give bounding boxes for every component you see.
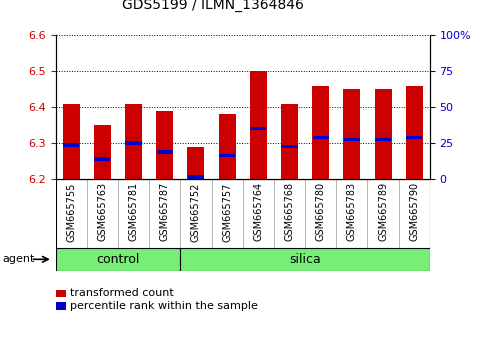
Text: GDS5199 / ILMN_1364846: GDS5199 / ILMN_1364846 <box>122 0 304 12</box>
Text: GSM665757: GSM665757 <box>222 182 232 241</box>
Bar <box>250 127 267 130</box>
Bar <box>126 141 142 145</box>
Bar <box>375 138 391 141</box>
Bar <box>94 125 111 179</box>
Text: GSM665780: GSM665780 <box>316 182 326 241</box>
Bar <box>282 145 298 148</box>
Text: GSM665787: GSM665787 <box>160 182 170 241</box>
Bar <box>343 89 360 179</box>
Bar <box>187 147 204 179</box>
Bar <box>218 114 236 179</box>
Text: silica: silica <box>289 253 321 266</box>
Bar <box>312 86 329 179</box>
Bar <box>406 136 423 139</box>
Bar <box>344 138 360 141</box>
Bar <box>56 248 180 271</box>
Text: transformed count: transformed count <box>70 289 174 298</box>
Bar <box>281 103 298 179</box>
Bar <box>156 150 173 154</box>
Bar <box>63 103 80 179</box>
Text: GSM665752: GSM665752 <box>191 182 201 241</box>
Text: GSM665763: GSM665763 <box>98 182 107 241</box>
Text: control: control <box>96 253 140 266</box>
Bar <box>250 71 267 179</box>
Text: GSM665781: GSM665781 <box>128 182 139 241</box>
Text: GSM665789: GSM665789 <box>378 182 388 241</box>
Bar <box>406 86 423 179</box>
Text: GSM665790: GSM665790 <box>409 182 419 241</box>
Bar <box>156 111 173 179</box>
Bar <box>313 136 329 139</box>
Bar <box>125 103 142 179</box>
Text: GSM665764: GSM665764 <box>253 182 263 241</box>
Text: GSM665768: GSM665768 <box>284 182 295 241</box>
Text: percentile rank within the sample: percentile rank within the sample <box>70 301 258 311</box>
Bar <box>180 248 430 271</box>
Bar <box>94 157 111 161</box>
Bar <box>374 89 392 179</box>
Text: GSM665755: GSM665755 <box>66 182 76 241</box>
Text: agent: agent <box>2 254 35 264</box>
Bar <box>188 175 204 179</box>
Text: GSM665783: GSM665783 <box>347 182 357 241</box>
Bar <box>219 154 235 157</box>
Bar <box>63 143 79 147</box>
